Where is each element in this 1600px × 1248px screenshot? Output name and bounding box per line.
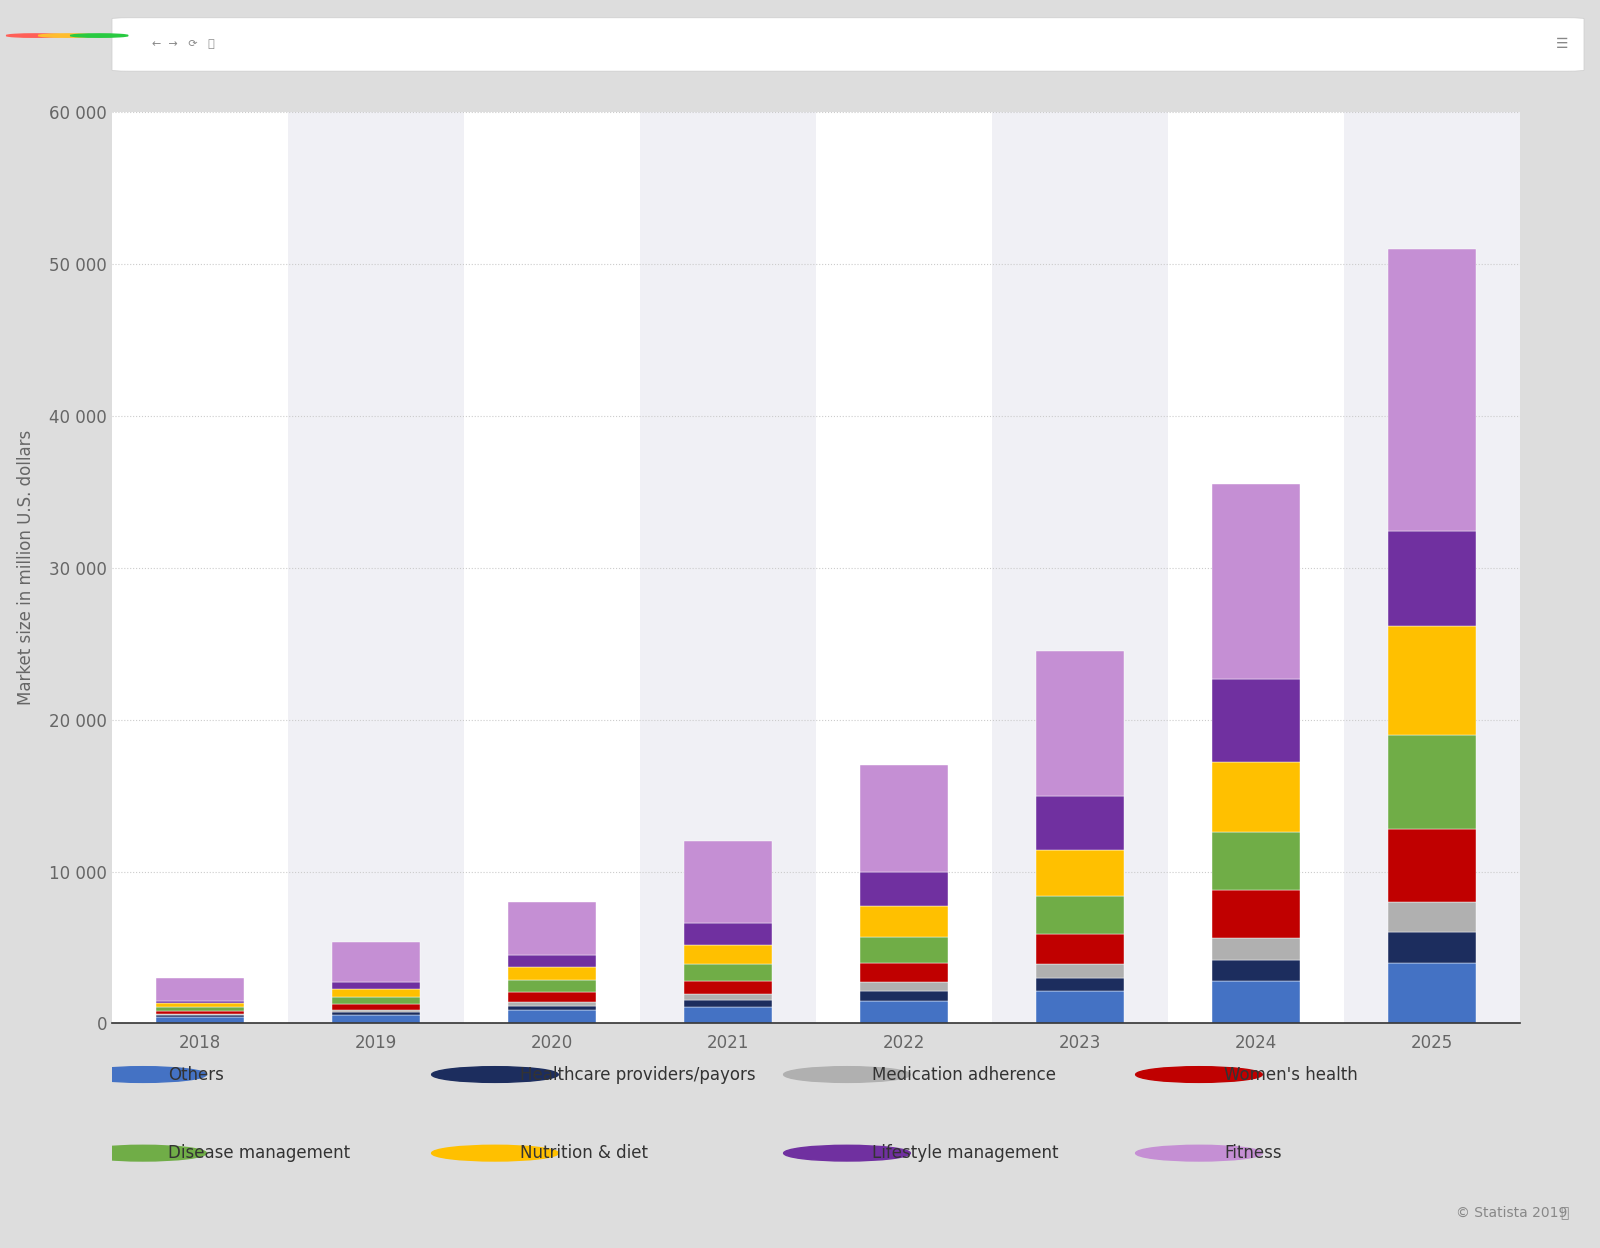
Text: © Statista 2019: © Statista 2019	[1456, 1206, 1568, 1219]
Bar	[1037, 991, 1123, 1023]
Circle shape	[38, 34, 96, 37]
Bar	[685, 945, 771, 965]
Circle shape	[80, 1146, 206, 1161]
Bar	[1389, 829, 1475, 902]
Bar	[1389, 962, 1475, 1023]
Circle shape	[1136, 1067, 1262, 1082]
Bar	[1213, 981, 1299, 1023]
Bar	[157, 1015, 243, 1017]
Circle shape	[1136, 1146, 1262, 1161]
Bar	[157, 1007, 243, 1011]
Circle shape	[6, 34, 64, 37]
Bar	[1389, 932, 1475, 962]
Bar	[861, 982, 947, 991]
Bar	[1037, 651, 1123, 796]
Bar	[1037, 965, 1123, 978]
Bar	[509, 955, 595, 967]
Bar	[685, 993, 771, 1001]
Bar	[1213, 679, 1299, 763]
Text: Fitness: Fitness	[1224, 1144, 1282, 1162]
Bar	[1037, 896, 1123, 934]
Text: Disease management: Disease management	[168, 1144, 350, 1162]
Bar	[1389, 625, 1475, 735]
Bar	[685, 924, 771, 945]
Bar	[640, 112, 816, 1023]
Bar	[1213, 960, 1299, 981]
Bar	[685, 965, 771, 981]
Bar	[333, 997, 419, 1005]
Text: Lifestyle management: Lifestyle management	[872, 1144, 1059, 1162]
Text: Nutrition & diet: Nutrition & diet	[520, 1144, 648, 1162]
Bar	[333, 1012, 419, 1015]
Text: ☰: ☰	[1555, 37, 1568, 51]
Text: Women's health: Women's health	[1224, 1066, 1358, 1083]
Bar	[1213, 763, 1299, 832]
FancyBboxPatch shape	[112, 17, 1584, 71]
Bar	[333, 982, 419, 990]
Bar	[1037, 796, 1123, 850]
Bar	[861, 991, 947, 1001]
Text: Medication adherence: Medication adherence	[872, 1066, 1056, 1083]
Bar	[861, 937, 947, 962]
Bar	[288, 112, 464, 1023]
Bar	[1213, 484, 1299, 679]
Bar	[333, 942, 419, 982]
Bar	[861, 871, 947, 906]
Bar	[333, 1005, 419, 1010]
Bar	[333, 1010, 419, 1012]
Text: Healthcare providers/payors: Healthcare providers/payors	[520, 1066, 755, 1083]
Bar	[1389, 532, 1475, 625]
Bar	[157, 978, 243, 1001]
Bar	[861, 906, 947, 937]
Bar	[861, 1001, 947, 1023]
Circle shape	[784, 1067, 910, 1082]
Bar	[992, 112, 1168, 1023]
Bar	[1389, 902, 1475, 932]
Bar	[685, 1001, 771, 1007]
Bar	[1037, 978, 1123, 991]
Text: ←  →   ⟳   🔒: ← → ⟳ 🔒	[152, 39, 214, 49]
Bar	[157, 1011, 243, 1013]
Bar	[509, 1006, 595, 1011]
Bar	[1389, 250, 1475, 532]
Bar	[1213, 832, 1299, 890]
Bar	[1037, 850, 1123, 896]
Bar	[1213, 890, 1299, 938]
Bar	[861, 765, 947, 871]
Bar	[861, 962, 947, 982]
Y-axis label: Market size in million U.S. dollars: Market size in million U.S. dollars	[18, 431, 35, 705]
Circle shape	[80, 1067, 206, 1082]
Bar	[333, 1015, 419, 1023]
Bar	[157, 1001, 243, 1003]
Bar	[509, 981, 595, 992]
Bar	[1037, 934, 1123, 965]
Circle shape	[784, 1146, 910, 1161]
Bar	[1389, 735, 1475, 829]
Bar	[509, 992, 595, 1002]
Bar	[685, 981, 771, 993]
Bar	[157, 1003, 243, 1007]
Bar	[157, 1017, 243, 1023]
Bar	[509, 1011, 595, 1023]
Bar	[685, 1007, 771, 1023]
Bar	[509, 967, 595, 981]
Bar	[1344, 112, 1520, 1023]
Bar	[509, 1002, 595, 1006]
Bar	[333, 990, 419, 997]
Bar	[157, 1013, 243, 1015]
Circle shape	[432, 1067, 558, 1082]
Text: Others: Others	[168, 1066, 224, 1083]
Bar	[1213, 938, 1299, 960]
Bar	[509, 902, 595, 955]
Text: 🏴: 🏴	[1560, 1206, 1568, 1219]
Circle shape	[70, 34, 128, 37]
Circle shape	[432, 1146, 558, 1161]
Bar	[685, 841, 771, 924]
